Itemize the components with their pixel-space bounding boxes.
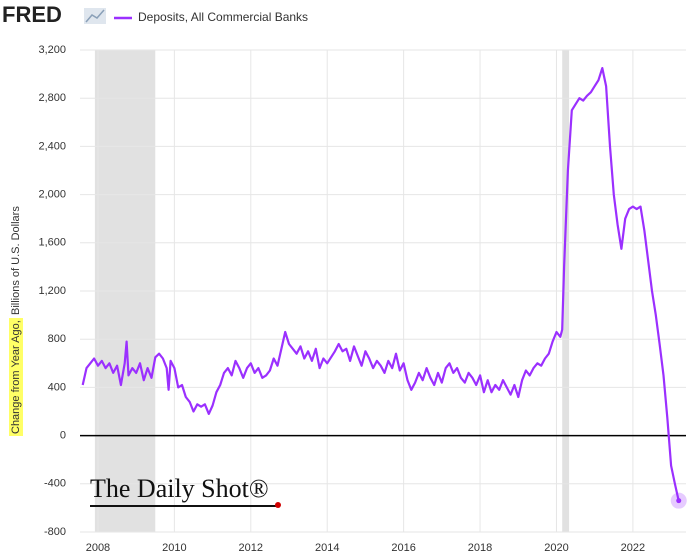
x-tick-label: 2008 (86, 542, 110, 554)
y-tick-label: -400 (44, 478, 66, 490)
y-tick-label: 800 (48, 333, 66, 345)
logo-icon (84, 8, 106, 24)
x-tick-label: 2012 (239, 542, 263, 554)
x-tick-label: 2022 (621, 542, 645, 554)
x-tick-label: 2020 (544, 542, 568, 554)
y-tick-label: 2,800 (38, 92, 66, 104)
watermark-underline (90, 505, 278, 507)
y-tick-label: 1,200 (38, 285, 66, 297)
y-label-part: Billions of U.S. Dollars (10, 206, 22, 315)
x-tick-label: 2010 (162, 542, 186, 554)
y-tick-label: 400 (48, 381, 66, 393)
y-axis-label: Change from Year Ago, Billions of U.S. D… (9, 206, 23, 436)
data-line (81, 67, 680, 501)
y-tick-label: 2,000 (38, 189, 66, 201)
legend-label: Deposits, All Commercial Banks (138, 10, 308, 24)
watermark-dot (275, 502, 281, 508)
x-tick-label: 2016 (391, 542, 415, 554)
y-tick-label: -800 (44, 526, 66, 538)
y-label-part: Change from Year Ago, (10, 320, 22, 434)
y-tick-label: 1,600 (38, 237, 66, 249)
y-tick-label: 0 (60, 430, 66, 442)
label-highlight (9, 318, 23, 436)
y-tick-label: 3,200 (38, 44, 66, 56)
watermark: The Daily Shot® (90, 474, 269, 503)
x-tick-label: 2014 (315, 542, 339, 554)
x-tick-label: 2018 (468, 542, 492, 554)
end-dot (676, 498, 682, 504)
y-tick-label: 2,400 (38, 140, 66, 152)
logo: FRED (2, 2, 62, 27)
